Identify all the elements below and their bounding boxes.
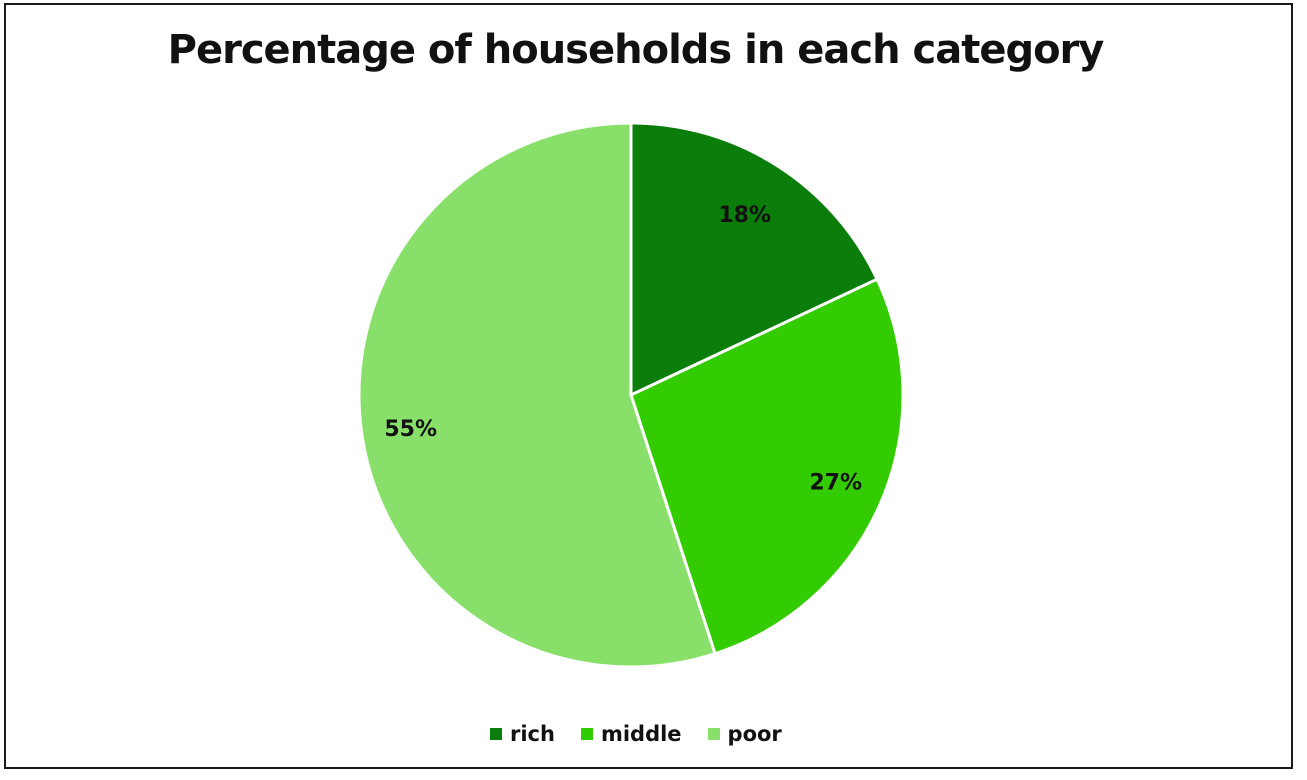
legend-label-poor: poor [727, 722, 782, 746]
legend-item-middle: middle [580, 722, 682, 746]
pie-slice-poor [357, 121, 717, 669]
chart-title: Percentage of households in each categor… [167, 27, 1105, 73]
legend-label-middle: middle [600, 722, 682, 746]
pie-labels: 18% 27% 55% [384, 203, 862, 496]
data-label-poor: 55% [384, 417, 437, 442]
legend-swatch-middle [580, 728, 593, 740]
pie-slice-rich [629, 121, 880, 398]
pie-slices [357, 121, 905, 669]
legend-item-rich: rich [490, 722, 555, 746]
data-label-rich: 18% [718, 203, 771, 228]
pie-slice-middle [629, 277, 905, 656]
data-label-middle: 27% [809, 471, 862, 496]
legend-item-poor: poor [707, 722, 782, 746]
legend-label-rich: rich [510, 722, 555, 746]
legend: rich middle poor [490, 722, 782, 746]
legend-swatch-poor [707, 728, 720, 740]
legend-swatch-rich [490, 728, 502, 740]
